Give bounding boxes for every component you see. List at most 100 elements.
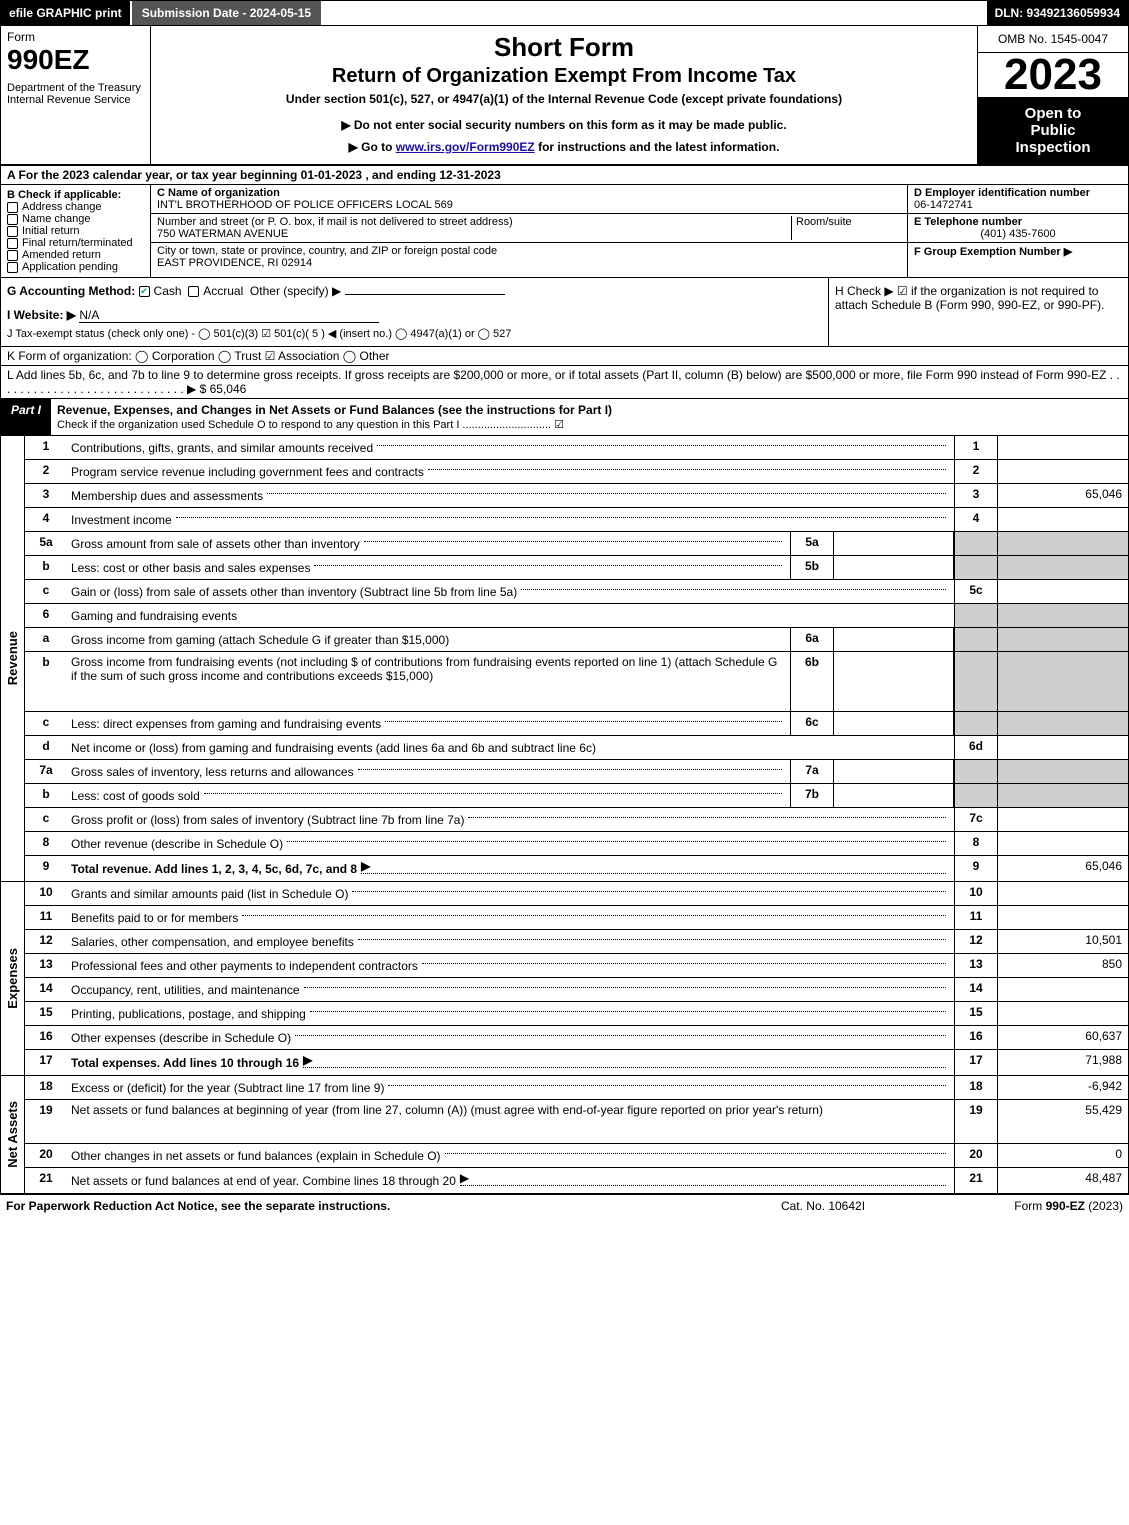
k-line: K Form of organization: ◯ Corporation ◯ … bbox=[0, 347, 1129, 366]
netassets-rows: 18Excess or (deficit) for the year (Subt… bbox=[25, 1076, 1128, 1193]
j-line: J Tax-exempt status (check only one) - ◯… bbox=[7, 327, 822, 340]
phone-value: (401) 435-7600 bbox=[914, 228, 1122, 240]
r6c-sub: 6c bbox=[790, 712, 834, 735]
r6a-sub: 6a bbox=[790, 628, 834, 651]
r16-n: 16 bbox=[25, 1026, 67, 1049]
header-left: Form 990EZ Department of the Treasury In… bbox=[1, 26, 151, 164]
r18-n: 18 bbox=[25, 1076, 67, 1099]
r20-ln: 20 bbox=[954, 1144, 998, 1167]
r7c-ln: 7c bbox=[954, 808, 998, 831]
r17-n: 17 bbox=[25, 1050, 67, 1075]
submission-date-label: Submission Date - 2024-05-15 bbox=[130, 1, 321, 25]
r6c-n: c bbox=[25, 712, 67, 735]
r18-ln: 18 bbox=[954, 1076, 998, 1099]
goto-link[interactable]: www.irs.gov/Form990EZ bbox=[396, 140, 535, 154]
r4-d: Investment income bbox=[67, 508, 954, 531]
r6-n: 6 bbox=[25, 604, 67, 627]
footer-mid: Cat. No. 10642I bbox=[723, 1199, 923, 1213]
city-value: EAST PROVIDENCE, RI 02914 bbox=[157, 257, 901, 269]
r4-n: 4 bbox=[25, 508, 67, 531]
r17-v: 71,988 bbox=[998, 1050, 1128, 1075]
f-label: F Group Exemption Number ▶ bbox=[914, 245, 1122, 258]
r6-ln bbox=[954, 604, 998, 627]
r5c-n: c bbox=[25, 580, 67, 603]
efile-graphic-label[interactable]: efile GRAPHIC print bbox=[1, 1, 130, 25]
e-label: E Telephone number bbox=[914, 216, 1122, 228]
chk-final-return[interactable] bbox=[7, 238, 18, 249]
h-box: H Check ▶ ☑ if the organization is not r… bbox=[828, 278, 1128, 346]
r5a-v bbox=[998, 532, 1128, 555]
chk-initial-return[interactable] bbox=[7, 226, 18, 237]
g-cash: Cash bbox=[154, 284, 182, 298]
r12-d: Salaries, other compensation, and employ… bbox=[67, 930, 954, 953]
r16-ln: 16 bbox=[954, 1026, 998, 1049]
r21-ln: 21 bbox=[954, 1168, 998, 1193]
chk-application-pending[interactable] bbox=[7, 262, 18, 273]
r8-d: Other revenue (describe in Schedule O) bbox=[67, 832, 954, 855]
r5a-sub: 5a bbox=[790, 532, 834, 555]
col-d: D Employer identification number 06-1472… bbox=[908, 185, 1128, 277]
r5a-d: Gross amount from sale of assets other t… bbox=[67, 532, 790, 555]
footer-right-form: 990-EZ bbox=[1046, 1199, 1085, 1213]
r21-n: 21 bbox=[25, 1168, 67, 1193]
chk-accrual[interactable] bbox=[188, 286, 199, 297]
r17-ln: 17 bbox=[954, 1050, 998, 1075]
r6d-ln: 6d bbox=[954, 736, 998, 759]
under-section: Under section 501(c), 527, or 4947(a)(1)… bbox=[157, 92, 971, 106]
header-center: Short Form Return of Organization Exempt… bbox=[151, 26, 978, 164]
b-item-1: Name change bbox=[22, 213, 91, 225]
org-name: INT'L BROTHERHOOD OF POLICE OFFICERS LOC… bbox=[157, 199, 901, 211]
form-title: Short Form bbox=[157, 32, 971, 63]
footer-right-pre: Form bbox=[1014, 1199, 1045, 1213]
header: Form 990EZ Department of the Treasury In… bbox=[0, 26, 1129, 166]
footer-right: Form 990-EZ (2023) bbox=[923, 1199, 1123, 1213]
r5b-sub: 5b bbox=[790, 556, 834, 579]
open3: Inspection bbox=[982, 139, 1124, 156]
r6a-v bbox=[998, 628, 1128, 651]
r6-d: Gaming and fundraising events bbox=[67, 604, 954, 627]
chk-cash[interactable] bbox=[139, 286, 150, 297]
r11-ln: 11 bbox=[954, 906, 998, 929]
open2: Public bbox=[982, 122, 1124, 139]
r5b-sv bbox=[834, 556, 954, 579]
r6c-d: Less: direct expenses from gaming and fu… bbox=[67, 712, 790, 735]
i-line: I Website: ▶ N/A bbox=[7, 308, 822, 323]
r7c-v bbox=[998, 808, 1128, 831]
revenue-rows: 1Contributions, gifts, grants, and simil… bbox=[25, 436, 1128, 881]
g-other-input[interactable] bbox=[345, 294, 505, 295]
footer-left: For Paperwork Reduction Act Notice, see … bbox=[6, 1199, 723, 1213]
room-label: Room/suite bbox=[791, 216, 901, 240]
g-other: Other (specify) ▶ bbox=[250, 284, 341, 298]
r5a-n: 5a bbox=[25, 532, 67, 555]
r13-ln: 13 bbox=[954, 954, 998, 977]
r6b-d: Gross income from fundraising events (no… bbox=[67, 652, 790, 711]
r10-d: Grants and similar amounts paid (list in… bbox=[67, 882, 954, 905]
r1-ln: 1 bbox=[954, 436, 998, 459]
header-right: OMB No. 1545-0047 2023 Open to Public In… bbox=[978, 26, 1128, 164]
r6c-v bbox=[998, 712, 1128, 735]
r3-ln: 3 bbox=[954, 484, 998, 507]
r5a-sv bbox=[834, 532, 954, 555]
chk-address-change[interactable] bbox=[7, 202, 18, 213]
expenses-tab: Expenses bbox=[1, 882, 25, 1075]
b-item-5: Application pending bbox=[22, 261, 118, 273]
netassets-tab-label: Net Assets bbox=[5, 1101, 20, 1168]
expenses-table: Expenses 10Grants and similar amounts pa… bbox=[0, 882, 1129, 1076]
r13-n: 13 bbox=[25, 954, 67, 977]
r16-v: 60,637 bbox=[998, 1026, 1128, 1049]
r12-n: 12 bbox=[25, 930, 67, 953]
c-label: C Name of organization bbox=[157, 187, 901, 199]
r14-n: 14 bbox=[25, 978, 67, 1001]
goto-pre: ▶ Go to bbox=[349, 140, 396, 154]
ssn-warning: ▶ Do not enter social security numbers o… bbox=[157, 118, 971, 132]
r7a-ln bbox=[954, 760, 998, 783]
chk-amended-return[interactable] bbox=[7, 250, 18, 261]
r7a-sv bbox=[834, 760, 954, 783]
r7a-d: Gross sales of inventory, less returns a… bbox=[67, 760, 790, 783]
r15-v bbox=[998, 1002, 1128, 1025]
r14-ln: 14 bbox=[954, 978, 998, 1001]
chk-name-change[interactable] bbox=[7, 214, 18, 225]
form-subtitle: Return of Organization Exempt From Incom… bbox=[157, 65, 971, 88]
netassets-table: Net Assets 18Excess or (deficit) for the… bbox=[0, 1076, 1129, 1194]
r3-v: 65,046 bbox=[998, 484, 1128, 507]
